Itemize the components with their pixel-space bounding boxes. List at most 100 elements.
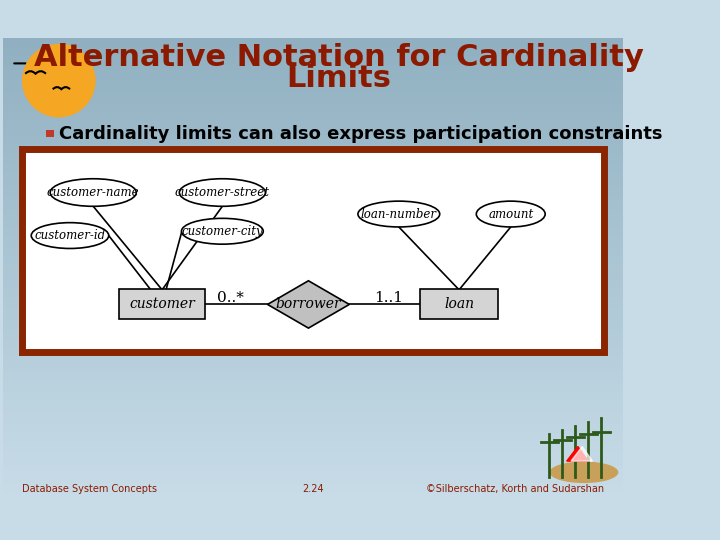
Bar: [3, 470, 623, 475]
Bar: [3, 93, 623, 98]
Bar: [3, 149, 623, 154]
Bar: [3, 191, 623, 195]
Text: customer: customer: [129, 298, 195, 312]
Bar: [3, 122, 623, 126]
Bar: [3, 38, 623, 42]
Bar: [3, 493, 623, 498]
Bar: [3, 456, 623, 461]
Bar: [3, 233, 623, 238]
Text: customer-name: customer-name: [47, 186, 140, 199]
Bar: [3, 252, 623, 256]
Bar: [3, 484, 623, 489]
Circle shape: [22, 44, 95, 117]
Bar: [3, 135, 623, 140]
Bar: [3, 330, 623, 335]
Text: 2.24: 2.24: [302, 484, 323, 494]
Bar: [3, 279, 623, 284]
Bar: [3, 42, 623, 47]
Bar: [3, 312, 623, 316]
Bar: [3, 395, 623, 400]
Bar: [3, 107, 623, 112]
Bar: [3, 498, 623, 502]
Bar: [3, 168, 623, 172]
Bar: [3, 219, 623, 224]
Bar: [3, 414, 623, 418]
Bar: [3, 200, 623, 205]
Text: 1..1: 1..1: [374, 292, 403, 306]
Bar: [3, 61, 623, 65]
Text: Alternative Notation for Cardinality: Alternative Notation for Cardinality: [34, 43, 644, 72]
Polygon shape: [571, 447, 593, 461]
Bar: [3, 186, 623, 191]
Text: Cardinality limits can also express participation constraints: Cardinality limits can also express part…: [59, 125, 662, 143]
Bar: [3, 321, 623, 326]
Bar: [3, 284, 623, 288]
Ellipse shape: [358, 201, 440, 227]
Bar: [3, 228, 623, 233]
Bar: [3, 447, 623, 451]
Bar: [3, 112, 623, 117]
Bar: [3, 238, 623, 242]
Bar: [3, 172, 623, 177]
Bar: [3, 275, 623, 279]
Bar: [3, 437, 623, 442]
Bar: [3, 103, 623, 107]
Bar: [3, 335, 623, 340]
Bar: [3, 307, 623, 312]
Ellipse shape: [31, 222, 109, 248]
Bar: [3, 377, 623, 382]
Text: borrower: borrower: [276, 298, 341, 312]
Bar: [3, 465, 623, 470]
Bar: [3, 391, 623, 395]
Bar: [3, 181, 623, 186]
Bar: [3, 75, 623, 79]
Polygon shape: [268, 281, 349, 328]
Bar: [3, 442, 623, 447]
Bar: [3, 242, 623, 247]
Bar: [3, 489, 623, 493]
Text: customer-id: customer-id: [35, 229, 106, 242]
Bar: [3, 428, 623, 433]
Bar: [3, 247, 623, 252]
Bar: [3, 400, 623, 405]
Text: Limits: Limits: [286, 64, 391, 93]
Bar: [3, 288, 623, 293]
Bar: [3, 326, 623, 330]
Bar: [3, 270, 623, 275]
Text: Database System Concepts: Database System Concepts: [22, 484, 157, 494]
Bar: [3, 117, 623, 122]
FancyBboxPatch shape: [22, 150, 603, 352]
Bar: [3, 224, 623, 228]
Bar: [3, 433, 623, 437]
Bar: [3, 205, 623, 210]
Bar: [3, 475, 623, 479]
Bar: [3, 354, 623, 359]
Bar: [3, 298, 623, 302]
Bar: [3, 409, 623, 414]
Bar: [3, 56, 623, 61]
Bar: [3, 65, 623, 70]
Bar: [3, 386, 623, 391]
Text: customer-city: customer-city: [181, 225, 264, 238]
Ellipse shape: [181, 218, 264, 244]
Bar: [3, 316, 623, 321]
Polygon shape: [567, 447, 588, 461]
Bar: [3, 368, 623, 372]
Bar: [3, 51, 623, 56]
Bar: [3, 265, 623, 270]
Bar: [3, 405, 623, 409]
Bar: [3, 177, 623, 181]
Ellipse shape: [549, 462, 618, 483]
Bar: [3, 79, 623, 84]
Bar: [3, 70, 623, 75]
Bar: [3, 349, 623, 354]
Ellipse shape: [179, 179, 266, 206]
Text: 0..*: 0..*: [217, 292, 243, 306]
Bar: [3, 423, 623, 428]
Ellipse shape: [477, 201, 545, 227]
Bar: [3, 479, 623, 484]
FancyBboxPatch shape: [420, 289, 498, 320]
Bar: [3, 89, 623, 93]
Bar: [3, 163, 623, 168]
Bar: [3, 210, 623, 214]
